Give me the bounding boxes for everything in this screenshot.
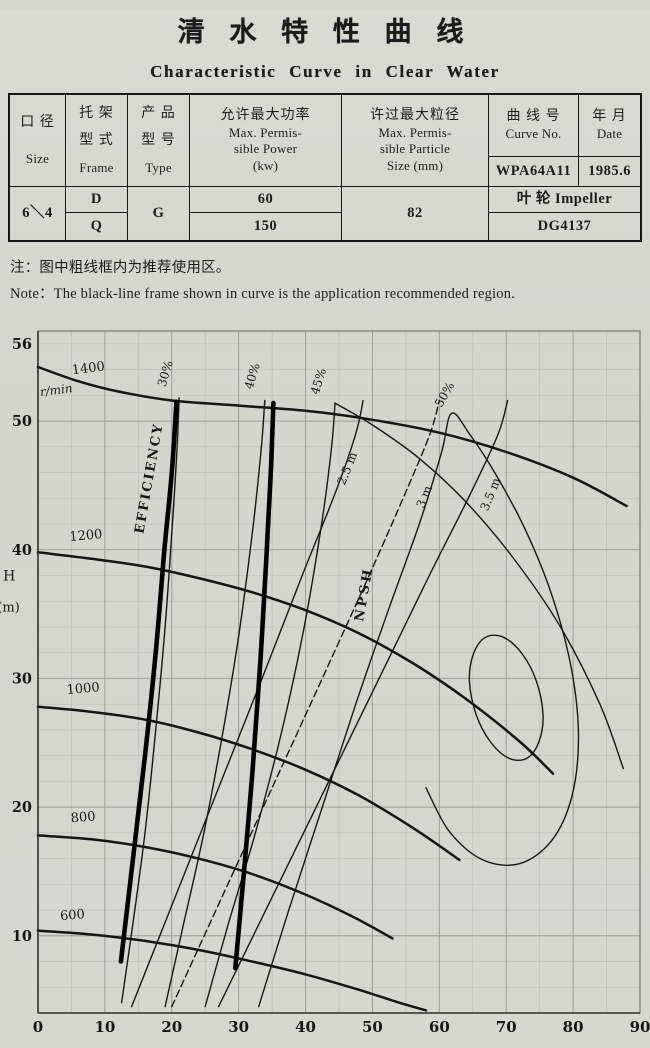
spec-table: 口 径 Size 托 架 型 式 Frame 产 品 型 号 Type 允许最大… xyxy=(8,93,642,242)
series-hq-600 xyxy=(36,929,428,1012)
chart-label-npsh-3-label: 3 m xyxy=(414,483,436,510)
value-date: 1985.6 xyxy=(579,157,640,187)
series-eff-max-island xyxy=(468,634,544,761)
x-tick-70: 70 xyxy=(496,1018,517,1036)
y-tick-20: 20 xyxy=(12,799,32,816)
header-type-en: Type xyxy=(145,159,172,175)
series-eff-30 xyxy=(120,397,180,1004)
y-tick-10: 10 xyxy=(12,928,32,945)
header-frame-cn2: 型 式 xyxy=(79,133,114,149)
header-max-particle: 许过最大粒径 Max. Permis- sible Particle Size … xyxy=(342,95,489,187)
value-particle: 82 xyxy=(342,187,489,240)
header-max-particle-unit: Size (mm) xyxy=(386,157,444,173)
chart-label-speed-1000: 1000 xyxy=(66,680,100,698)
x-tick-80: 80 xyxy=(563,1018,584,1036)
note-english: Note：The black-line frame shown in curve… xyxy=(10,286,516,302)
x-tick-30: 30 xyxy=(228,1018,249,1036)
header-type-cn1: 产 品 xyxy=(141,105,176,121)
y-tick-30: 30 xyxy=(12,670,32,687)
header-size: 口 径 Size xyxy=(10,95,66,187)
header-size-cn: 口 径 xyxy=(20,114,55,130)
header-frame-cn1: 托 架 xyxy=(79,105,114,121)
header-max-power-en1: Max. Permis- xyxy=(228,124,303,140)
chart-label-speed-600: 600 xyxy=(59,907,85,924)
header-max-particle-en1: Max. Permis- xyxy=(378,124,452,140)
series-eff-50 xyxy=(258,412,580,1008)
chart-label-rpm-unit: r/min xyxy=(39,381,73,399)
header-type: 产 品 型 号 Type xyxy=(128,95,190,187)
y-tick-50: 50 xyxy=(12,413,32,430)
x-tick-60: 60 xyxy=(429,1018,450,1036)
series-eff-45-right xyxy=(334,402,624,770)
header-curve-no-en: Curve No. xyxy=(505,126,562,142)
header-frame: 托 架 型 式 Frame xyxy=(66,95,128,187)
header-max-particle-en2: sible Particle xyxy=(379,141,451,157)
header-max-power-en2: sible Power xyxy=(233,141,298,157)
chart-label-speed-1200: 1200 xyxy=(69,527,103,545)
header-max-particle-cn: 许过最大粒径 xyxy=(370,107,460,123)
x-tick-20: 20 xyxy=(161,1018,182,1036)
value-type: G xyxy=(128,187,190,240)
x-tick-90: 90 xyxy=(630,1018,650,1036)
chart-label-speed-800: 800 xyxy=(70,809,96,826)
header-date-cn: 年 月 xyxy=(592,109,627,125)
header-max-power-unit: (kw) xyxy=(252,157,279,173)
series-frame-right xyxy=(233,400,276,971)
page-title-english: Characteristic Curve in Clear Water xyxy=(150,62,500,81)
header-curve-no-cn: 曲 线 号 xyxy=(506,109,561,125)
value-impeller-no: DG4137 xyxy=(537,218,592,235)
page-title-chinese: 清 水 特 性 曲 线 xyxy=(177,17,473,47)
series-npsh-3-5 xyxy=(217,399,509,1008)
header-date: 年 月 Date xyxy=(579,95,640,157)
x-tick-10: 10 xyxy=(94,1018,115,1036)
series-hq-1400 xyxy=(36,365,628,508)
value-curve-no: WPA64A11 xyxy=(489,157,579,187)
x-tick-40: 40 xyxy=(295,1018,316,1036)
series-frame-left xyxy=(118,399,179,964)
y-tick-56: 56 xyxy=(12,336,32,353)
value-frame-d: D xyxy=(66,187,128,213)
value-impeller: 叶 轮 Impeller xyxy=(489,187,640,213)
series-eff-45 xyxy=(204,402,336,1008)
y-tick-40: 40 xyxy=(12,542,32,559)
header-type-cn2: 型 号 xyxy=(141,133,176,149)
header-max-power-cn: 允许最大功率 xyxy=(220,107,311,123)
document-page: 清 水 特 性 曲 线 Characteristic Curve in Clea… xyxy=(0,10,650,1048)
series-hq-1200 xyxy=(36,551,555,775)
chart-label-eff-30-label: 30% xyxy=(155,359,176,389)
grid xyxy=(38,331,640,1013)
header-frame-en: Frame xyxy=(79,159,114,175)
chart-label-eff-40-label: 40% xyxy=(242,361,263,391)
series-hq-800 xyxy=(36,834,394,940)
chart-label-y-axis-unit: (m) xyxy=(0,601,20,616)
value-power-150: 150 xyxy=(190,213,342,240)
note-chinese: 注：图中粗线框内为推荐使用区。 xyxy=(10,260,231,276)
x-tick-50: 50 xyxy=(362,1018,383,1036)
series-npsh-3 xyxy=(171,399,440,1008)
value-frame-q: Q xyxy=(66,213,128,240)
header-date-en: Date xyxy=(596,126,623,142)
chart-label-eff-45-label: 45% xyxy=(308,367,329,397)
chart-label-npsh-3-5-label: 3.5 m xyxy=(478,475,504,513)
chart-label-efficiency-label: EFFICIENCY xyxy=(132,422,166,535)
chart-label-speed-1400: 1400 xyxy=(71,359,106,378)
chart-label-y-axis-title: H xyxy=(3,569,15,585)
value-size: 6＼4 xyxy=(10,187,66,240)
series-eff-40 xyxy=(164,399,266,1008)
value-power-60: 60 xyxy=(190,187,342,213)
x-tick-0: 0 xyxy=(33,1018,43,1036)
chart-label-npsh-2-5-label: 2.5 m xyxy=(334,449,360,487)
header-size-en: Size xyxy=(25,150,50,166)
series-npsh-2-5 xyxy=(130,399,364,1008)
chart-label-eff-50-label: 50% xyxy=(432,380,457,410)
header-curve-no: 曲 线 号 Curve No. xyxy=(489,95,579,157)
header-max-power: 允许最大功率 Max. Permis- sible Power (kw) xyxy=(190,95,342,187)
